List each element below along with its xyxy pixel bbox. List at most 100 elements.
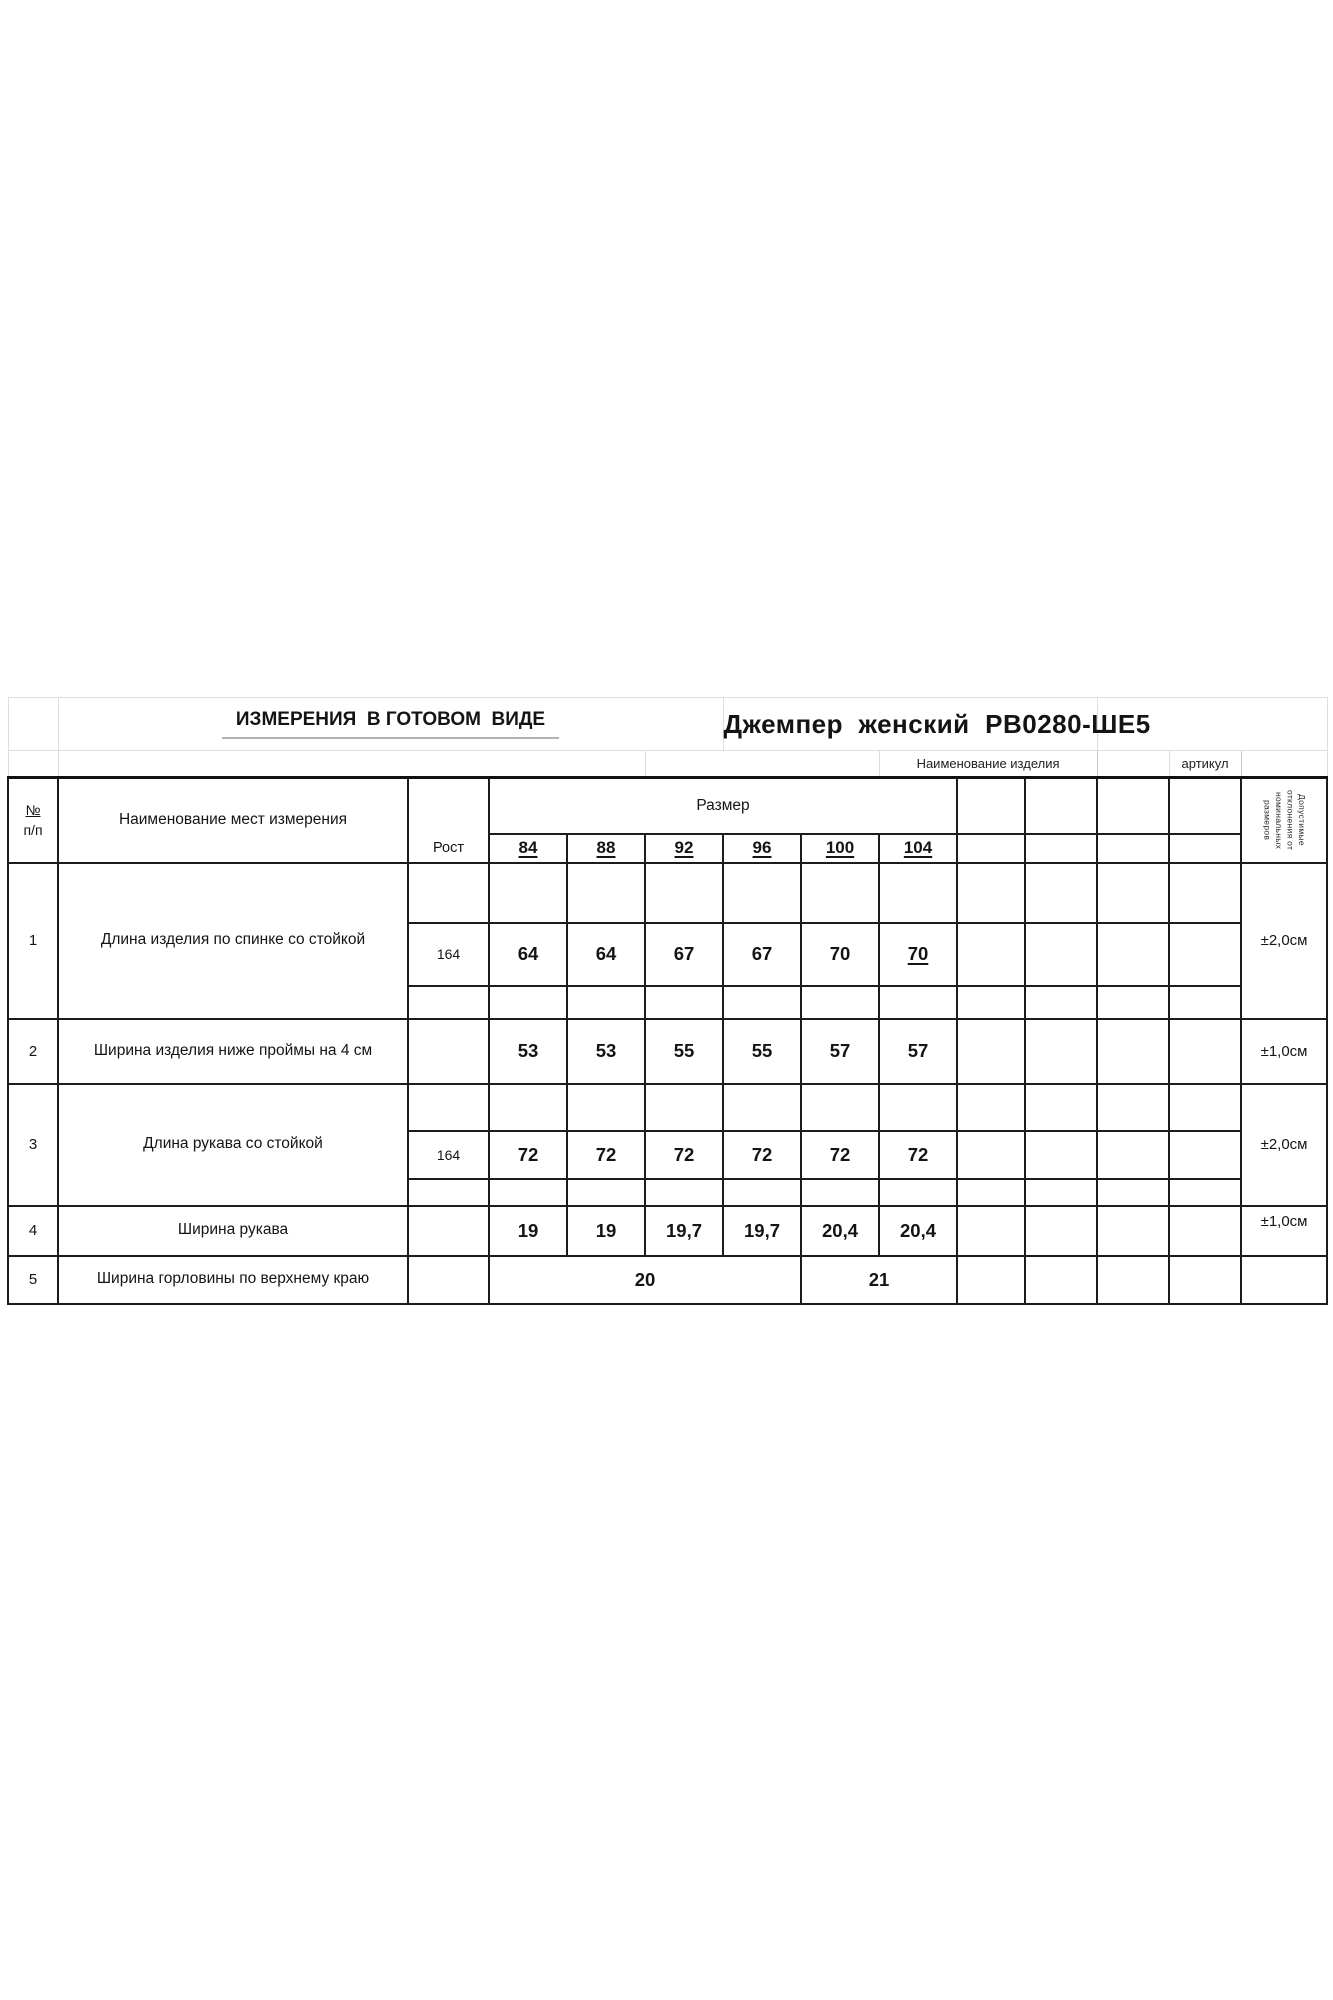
empty-cell: [1096, 697, 1328, 751]
empty-cell: [1096, 1082, 1171, 1132]
empty-cell: [1168, 832, 1243, 864]
deviation-value: [1240, 1254, 1329, 1305]
value-cell: 67: [722, 921, 803, 987]
col-header-num-top: №: [25, 801, 41, 818]
empty-cell: [488, 1177, 568, 1207]
empty-cell: [407, 1082, 490, 1132]
value-cell: 72: [722, 1129, 803, 1180]
empty-cell: [956, 984, 1027, 1020]
measurement-name: Ширина изделия ниже проймы на 4 см: [57, 1017, 409, 1085]
empty-cell: [488, 984, 568, 1020]
empty-cell: [407, 861, 490, 924]
article-label: артикул: [1168, 750, 1242, 778]
empty-cell: [878, 984, 959, 1020]
empty-cell: [1096, 832, 1171, 864]
sheet-title: ИЗМЕРЕНИЯ В ГОТОВОМ ВИДЕ: [57, 697, 724, 751]
empty-cell: [1024, 776, 1099, 835]
title-row: ИЗМЕРЕНИЯ В ГОТОВОМ ВИДЕ Джемпер женский…: [7, 697, 1328, 751]
empty-cell: [1096, 921, 1171, 987]
label-row: Наименование изделия артикул: [7, 750, 1328, 778]
empty-cell: [643, 984, 725, 1020]
empty-cell: [722, 984, 803, 1020]
row-number: 4: [7, 1204, 59, 1257]
deviation-value: ±1,0см: [1240, 1204, 1329, 1257]
empty-cell: [722, 1177, 803, 1207]
row-number: 3: [7, 1082, 59, 1207]
measurement-name: Длина рукава со стойкой: [57, 1082, 409, 1207]
empty-cell: [643, 1177, 725, 1207]
empty-cell: [566, 861, 646, 924]
size-col-96: 96: [722, 832, 803, 864]
deviation-value: ±2,0см: [1240, 1082, 1329, 1207]
empty-cell: [1168, 1204, 1243, 1257]
empty-cell: [488, 861, 568, 924]
empty-cell: [956, 1254, 1027, 1305]
empty-cell: [800, 1177, 881, 1207]
empty-cell: [407, 984, 490, 1020]
empty-cell: [800, 1082, 881, 1132]
value-cell: 57: [800, 1017, 881, 1085]
value-cell: 72: [800, 1129, 881, 1180]
rost-value: 164: [407, 1129, 490, 1180]
deviation-header-vertical-text: Допустимые отклонения от номинальных раз…: [1262, 790, 1307, 851]
value-cell: 55: [643, 1017, 725, 1085]
row-2: 2 Ширина изделия ниже проймы на 4 см 53 …: [7, 1017, 1329, 1085]
col-header-num: № п/п: [7, 776, 59, 864]
row-4: 4 Ширина рукава 19 19 19,7 19,7 20,4 20,…: [7, 1204, 1329, 1257]
empty-cell: [1096, 750, 1170, 778]
size-label: 104: [903, 838, 933, 857]
size-label: 96: [752, 838, 772, 857]
empty-cell: [488, 1082, 568, 1132]
col-header-size-group: Размер: [487, 776, 959, 835]
empty-cell: [1096, 1254, 1171, 1305]
empty-cell: [956, 861, 1027, 924]
empty-cell: [1024, 1082, 1099, 1132]
size-label: 100: [825, 838, 855, 857]
size-chart-table: ИЗМЕРЕНИЯ В ГОТОВОМ ВИДЕ Джемпер женский…: [7, 697, 1329, 1305]
value-cell: 19: [566, 1204, 646, 1257]
empty-cell: [878, 861, 959, 924]
empty-cell: [643, 861, 725, 924]
size-label: 92: [674, 838, 694, 857]
value-cell: 72: [566, 1129, 646, 1180]
product-name-text: Джемпер женский РВ0280-ШЕ5: [723, 708, 1151, 739]
size-col-100: 100: [800, 832, 881, 864]
size-label: 88: [596, 838, 616, 857]
empty-cell: [1240, 750, 1328, 778]
empty-cell: [1024, 1017, 1099, 1085]
empty-cell: [1096, 1177, 1171, 1207]
value-cell: 20,4: [878, 1204, 959, 1257]
empty-cell: [1168, 1017, 1243, 1085]
rost-value: [407, 1254, 490, 1305]
empty-cell: [407, 1177, 490, 1207]
row-1-values: 164 64 64 67 67 70 70: [8, 921, 1327, 987]
empty-cell: [1024, 1254, 1099, 1305]
value-cell: 70: [800, 921, 881, 987]
value-cell: 19,7: [722, 1204, 803, 1257]
sheet-title-text: ИЗМЕРЕНИЯ В ГОТОВОМ ВИДЕ: [221, 709, 560, 739]
empty-cell: [1024, 1129, 1099, 1180]
empty-cell: [1168, 1082, 1243, 1132]
empty-cell: [956, 776, 1027, 835]
value-cell: 67: [643, 921, 725, 987]
value-cell: 72: [643, 1129, 725, 1180]
deviation-value: ±1,0см: [1240, 1017, 1329, 1085]
size-col-84: 84: [488, 832, 568, 864]
empty-cell: [643, 1082, 725, 1132]
value-cell: 19,7: [643, 1204, 725, 1257]
empty-cell: [878, 1082, 959, 1132]
value-cell: 57: [878, 1017, 959, 1085]
empty-cell: [1024, 1204, 1099, 1257]
merged-value-sizes-100-104: 21: [800, 1254, 959, 1305]
empty-cell: [722, 1082, 803, 1132]
empty-cell: [7, 750, 59, 778]
rost-value: [407, 1204, 490, 1257]
rost-value: 164: [407, 921, 490, 987]
empty-cell: [644, 750, 880, 778]
empty-cell: [1096, 1129, 1171, 1180]
value-cell: 20,4: [800, 1204, 881, 1257]
value-cell: 19: [488, 1204, 568, 1257]
col-header-name: Наименование мест измерения: [57, 776, 409, 864]
empty-cell: [1024, 1177, 1099, 1207]
empty-cell: [1096, 776, 1171, 835]
